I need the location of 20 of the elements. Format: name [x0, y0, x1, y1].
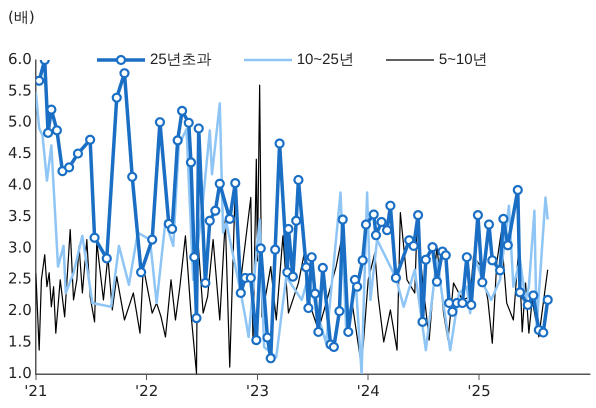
x-tick-label: '24 [356, 382, 380, 400]
y-tick-label: 3.5 [8, 206, 32, 225]
y-tick-label: 4.0 [8, 175, 32, 194]
y-tick-label: 4.5 [8, 144, 32, 162]
legend-label: 5~10년 [438, 50, 488, 69]
y-tick-label: 1.0 [8, 364, 32, 382]
x-tick-label: '21 [24, 382, 48, 400]
legend-label: 10~25년 [296, 50, 354, 69]
x-tick-label: '22 [135, 382, 158, 400]
y-tick-label: 6.0 [8, 50, 32, 68]
y-tick-label: 5.5 [8, 81, 32, 100]
y-axis-title: (배) [8, 8, 35, 27]
y-tick-label: 3.0 [8, 238, 32, 256]
legend-label: 25년초과 [150, 50, 212, 69]
x-tick-label: '23 [246, 382, 270, 400]
x-tick-label: '25 [467, 382, 491, 400]
y-tick-label: 5.0 [8, 112, 32, 131]
y-tick-label: 2.5 [8, 270, 32, 288]
y-tick-label: 2.0 [8, 301, 32, 320]
y-tick-label: 1.5 [8, 332, 32, 350]
